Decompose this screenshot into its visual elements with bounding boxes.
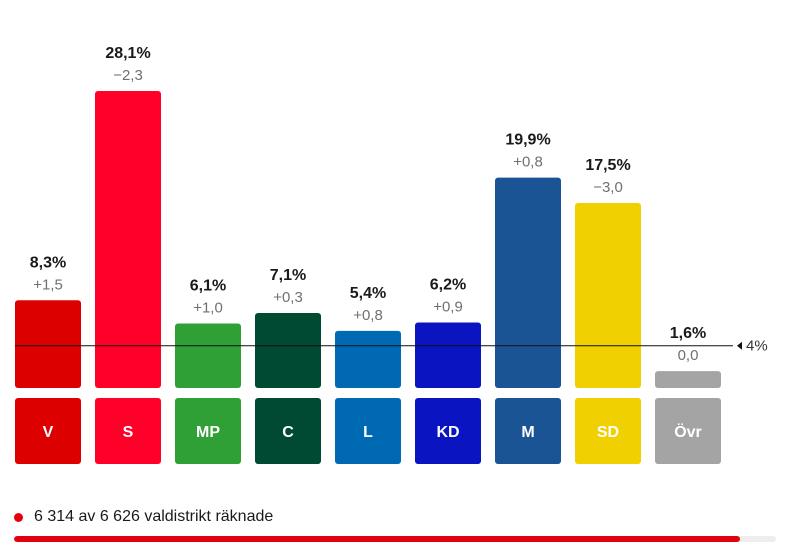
party-code-vr: Övr: [674, 422, 702, 441]
value-label-kd: 6,2%: [430, 276, 466, 293]
party-box-v: [15, 398, 81, 464]
party-code-s: S: [123, 424, 134, 441]
bar-kd: [415, 322, 481, 388]
party-box-sd: [575, 398, 641, 464]
bar-l: [335, 330, 401, 388]
party-box-c: [255, 398, 321, 464]
progress-fill: [14, 536, 741, 542]
change-label-v: +1,5: [33, 276, 63, 293]
value-label-c: 7,1%: [270, 267, 306, 284]
value-label-l: 5,4%: [350, 285, 386, 302]
change-label-l: +0,8: [353, 307, 383, 324]
value-label-v: 8,3%: [30, 254, 66, 271]
status-dot-icon: [14, 512, 23, 522]
change-label-c: +0,3: [273, 289, 303, 306]
party-code-m: M: [521, 424, 534, 441]
change-label-mp: +1,0: [193, 300, 223, 317]
bar-s: [95, 91, 161, 388]
party-code-kd: KD: [436, 424, 459, 441]
party-code-c: C: [282, 424, 294, 441]
count-status: 6 314 av 6 626 valdistrikt räknade: [14, 506, 273, 528]
value-label-vr: 1,6%: [670, 325, 706, 342]
bar-v: [15, 300, 81, 388]
change-label-vr: 0,0: [678, 347, 699, 364]
party-code-v: V: [43, 424, 54, 441]
threshold-label: 4%: [746, 338, 768, 355]
bar-mp: [175, 323, 241, 388]
party-box-l: [335, 398, 401, 464]
bar-sd: [575, 203, 641, 388]
value-label-m: 19,9%: [505, 132, 550, 149]
bars-group: 8,3% +1,5 V 28,1% −2,3 S 6,1% +1,0 MP 7,1% +0,3 C 5,…: [15, 45, 721, 464]
party-box-m: [495, 398, 561, 464]
bar-vr: [655, 371, 721, 388]
change-label-m: +0,8: [513, 154, 543, 171]
change-label-kd: +0,9: [433, 298, 463, 315]
party-box-s: [95, 398, 161, 464]
change-label-sd: −3,0: [593, 179, 623, 196]
party-code-l: L: [363, 424, 373, 441]
value-label-sd: 17,5%: [585, 157, 630, 174]
bar-c: [255, 312, 321, 388]
bar-m: [495, 177, 561, 388]
party-code-mp: MP: [196, 424, 220, 441]
progress-bar: [14, 536, 776, 542]
party-box-kd: [415, 398, 481, 464]
party-box-mp: [175, 398, 241, 464]
change-label-s: −2,3: [113, 67, 143, 84]
party-code-sd: SD: [597, 424, 619, 441]
party-box-vr: [655, 398, 721, 464]
threshold-arrow-icon: [737, 341, 742, 350]
status-text: 6 314 av 6 626 valdistrikt räknade: [34, 508, 274, 525]
value-label-s: 28,1%: [105, 45, 150, 62]
value-label-mp: 6,1%: [190, 278, 226, 295]
threshold-marker: 4%: [15, 338, 768, 355]
